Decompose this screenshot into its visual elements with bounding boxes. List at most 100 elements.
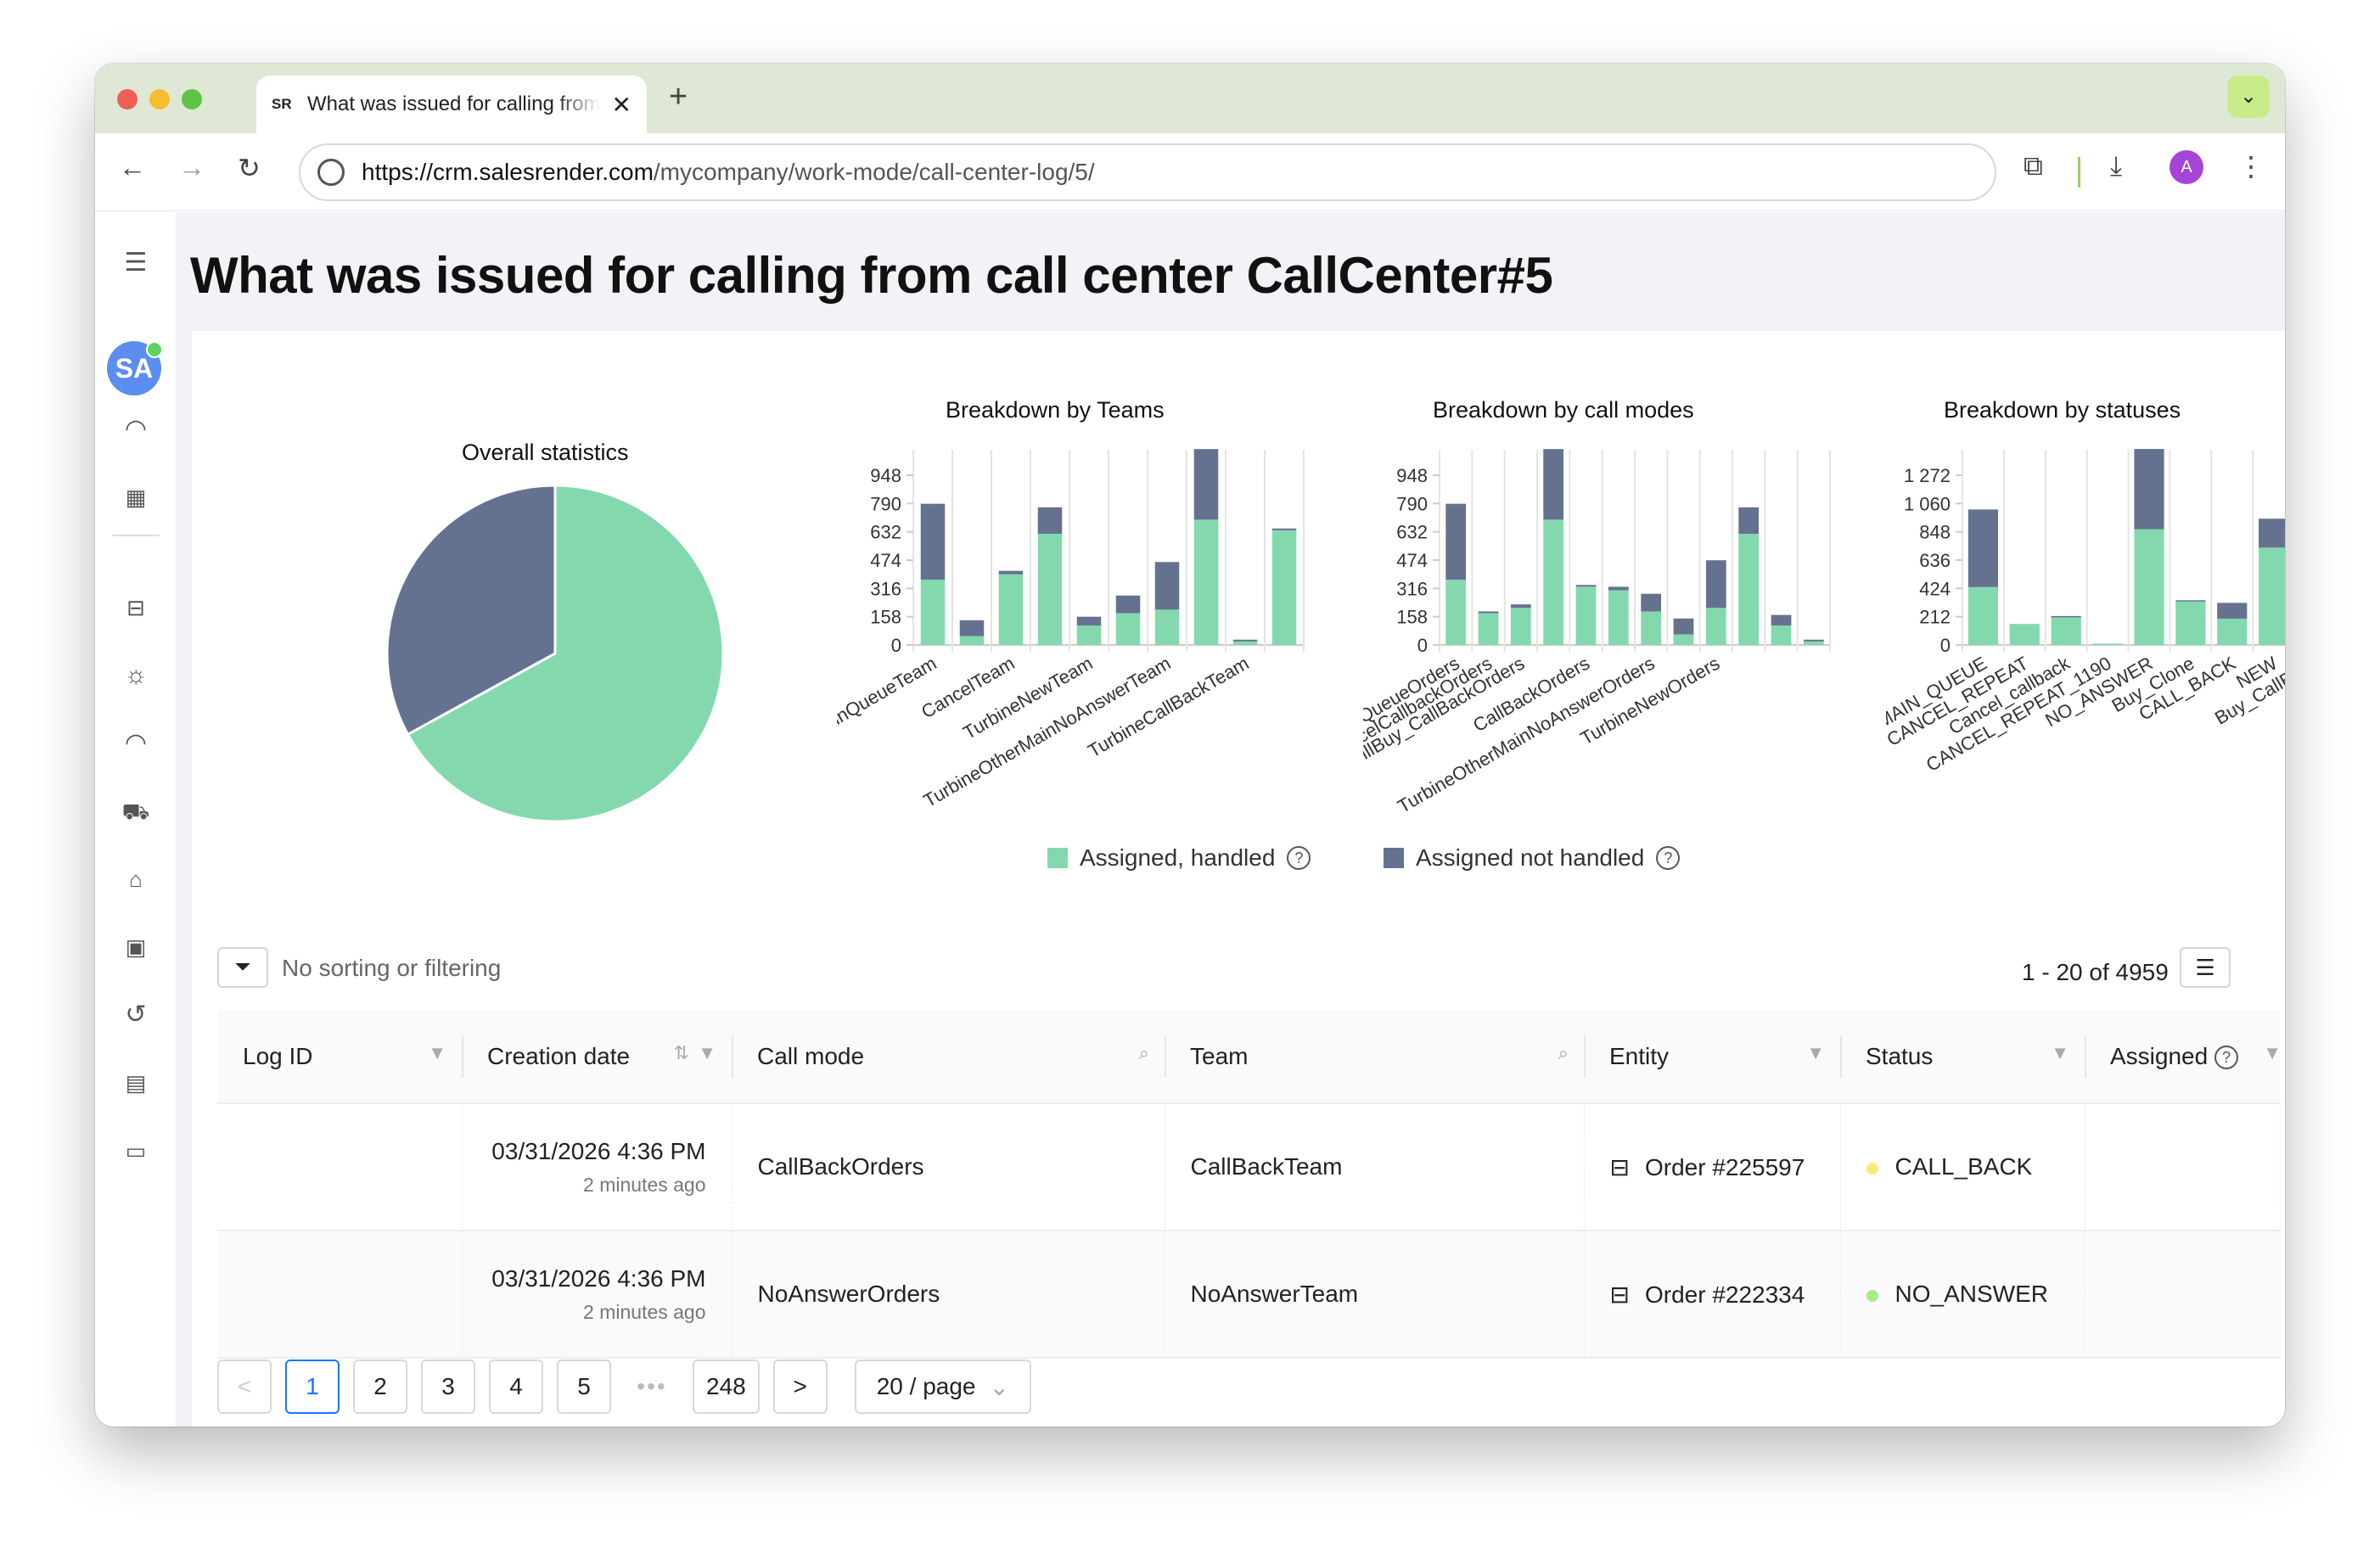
bar-segment bbox=[1193, 449, 1219, 520]
truck-icon[interactable]: ⛟ bbox=[121, 799, 150, 824]
user-avatar[interactable]: SA bbox=[107, 341, 163, 395]
bar-segment bbox=[1641, 593, 1662, 612]
cell-entity[interactable]: ⊟ Order #225597 bbox=[1584, 1103, 1841, 1231]
close-tab-icon[interactable]: ✕ bbox=[611, 91, 631, 118]
page-button-5[interactable]: 5 bbox=[557, 1360, 611, 1414]
bar-segment bbox=[2175, 600, 2206, 602]
bar-segment bbox=[1271, 528, 1297, 530]
column-header-assigned[interactable]: Assigned ? ▼ bbox=[2085, 1010, 2282, 1104]
extensions-icon[interactable]: ⧉ bbox=[2024, 150, 2043, 181]
site-info-icon[interactable] bbox=[317, 159, 345, 186]
help-icon[interactable]: ? bbox=[1656, 846, 1681, 870]
table-row[interactable]: 03/31/2026 4:36 PM 2 minutes ago CallBack… bbox=[217, 1103, 2281, 1231]
page-button-last[interactable]: 248 bbox=[693, 1360, 760, 1414]
building-icon[interactable]: ▦ bbox=[125, 485, 147, 510]
page-button-3[interactable]: 3 bbox=[421, 1360, 475, 1414]
y-tick-label: 1 272 bbox=[1904, 465, 1951, 486]
filter-icon[interactable]: ▼ bbox=[1806, 1042, 1825, 1063]
filter-icon[interactable]: ▼ bbox=[2263, 1042, 2282, 1063]
sort-icon[interactable]: ⇅ bbox=[673, 1042, 689, 1063]
bar-segment bbox=[1738, 507, 1760, 534]
chevron-down-icon[interactable]: ⌄ bbox=[2227, 76, 2270, 118]
page-button-2[interactable]: 2 bbox=[353, 1360, 407, 1414]
sun-icon[interactable]: ☼ bbox=[124, 661, 148, 689]
prev-page-button[interactable]: < bbox=[217, 1360, 272, 1414]
headset-icon[interactable]: ◠ bbox=[124, 415, 148, 443]
browser-tab[interactable]: SR What was issued for calling from call… bbox=[256, 76, 647, 133]
y-tick-label: 316 bbox=[1396, 578, 1428, 599]
record-count: 1 - 20 of 4959 bbox=[2022, 959, 2169, 985]
bar-segment bbox=[2134, 529, 2164, 645]
cell-assigned bbox=[2085, 1103, 2281, 1231]
browser-toolbar: ← → ↻ https://crm.salesrender.com/mycomp… bbox=[95, 133, 2285, 211]
bar-segment bbox=[920, 580, 946, 645]
chat-icon[interactable]: ▭ bbox=[125, 1138, 147, 1163]
contact-card-icon[interactable]: ▣ bbox=[125, 934, 147, 960]
column-header-call-mode[interactable]: Call mode ⌕ bbox=[732, 1010, 1165, 1104]
history-icon[interactable]: ↺ bbox=[125, 1001, 147, 1029]
help-icon[interactable]: ? bbox=[2214, 1046, 2238, 1070]
tab-title: What was issued for calling from call ce… bbox=[307, 93, 600, 115]
cell-entity[interactable]: ⊟ Order #222334 bbox=[1584, 1231, 1841, 1359]
y-tick-label: 0 bbox=[1417, 635, 1428, 656]
id-card-icon[interactable]: ▤ bbox=[125, 1070, 147, 1096]
next-page-button[interactable]: > bbox=[772, 1360, 828, 1414]
address-bar[interactable]: https://crm.salesrender.com/mycompany/wo… bbox=[299, 143, 1996, 201]
bar-segment bbox=[959, 620, 985, 636]
search-icon[interactable]: ⌕ bbox=[1138, 1042, 1149, 1063]
table-row[interactable]: 03/31/2026 4:36 PM 2 minutes ago NoAnswer… bbox=[217, 1231, 2281, 1359]
legend-swatch-not-handled bbox=[1384, 848, 1404, 868]
y-tick-label: 632 bbox=[870, 522, 901, 543]
y-tick-label: 632 bbox=[1396, 522, 1428, 543]
warehouse-icon[interactable]: ⌂ bbox=[129, 866, 143, 892]
reload-icon[interactable]: ↻ bbox=[238, 153, 261, 183]
search-icon[interactable]: ⌕ bbox=[1558, 1042, 1569, 1063]
legend-not-handled[interactable]: Assigned not handled ? bbox=[1384, 844, 1681, 872]
bar-segment bbox=[1037, 507, 1063, 534]
new-tab-icon[interactable]: + bbox=[669, 79, 688, 115]
menu-collapse-icon[interactable]: ☰ bbox=[124, 249, 148, 277]
close-window-button[interactable] bbox=[117, 89, 138, 109]
legend-handled[interactable]: Assigned, handled ? bbox=[1047, 844, 1311, 872]
main-content: What was issued for calling from call ce… bbox=[177, 212, 2285, 1427]
bar-segment bbox=[1232, 639, 1258, 642]
bar-segment bbox=[2175, 601, 2206, 645]
filter-icon[interactable]: ▼ bbox=[428, 1042, 446, 1063]
page-button-4[interactable]: 4 bbox=[489, 1360, 543, 1414]
bar-segment bbox=[2259, 547, 2285, 645]
column-header-status[interactable]: Status ▼ bbox=[1840, 1010, 2085, 1104]
y-tick-label: 0 bbox=[891, 635, 901, 656]
more-menu-icon[interactable]: ⋮ bbox=[2237, 151, 2265, 182]
column-header-team[interactable]: Team ⌕ bbox=[1165, 1010, 1584, 1104]
column-settings-button[interactable]: ☰ bbox=[2180, 947, 2231, 988]
pagination-ellipsis[interactable]: ••• bbox=[625, 1360, 679, 1414]
bar-segment bbox=[1115, 613, 1141, 645]
y-tick-label: 0 bbox=[1940, 635, 1951, 656]
column-header-creation-date[interactable]: Creation date ⇅ ▼ bbox=[462, 1010, 732, 1104]
column-header-log-id[interactable]: Log ID ▼ bbox=[217, 1010, 462, 1104]
minimize-window-button[interactable] bbox=[149, 89, 170, 109]
bar-segment bbox=[1608, 586, 1629, 591]
zoom-window-button[interactable] bbox=[182, 89, 202, 109]
column-header-entity[interactable]: Entity ▼ bbox=[1584, 1010, 1840, 1104]
cell-assigned bbox=[2085, 1231, 2281, 1359]
download-icon[interactable]: ⤓ bbox=[2110, 150, 2123, 181]
help-icon[interactable]: ? bbox=[1287, 846, 1311, 870]
page-button-1[interactable]: 1 bbox=[285, 1360, 340, 1414]
bar-segment bbox=[1771, 625, 1792, 645]
forward-icon[interactable]: → bbox=[178, 152, 205, 182]
page-size-select[interactable]: 20 / page ⌄ bbox=[854, 1360, 1031, 1414]
bar-segment bbox=[2009, 624, 2040, 645]
profile-avatar[interactable]: A bbox=[2170, 150, 2203, 184]
back-icon[interactable]: ← bbox=[119, 152, 146, 182]
bar-segment bbox=[1154, 609, 1180, 645]
bar-segment bbox=[1445, 580, 1467, 645]
x-tick-label: MainQueueTeam bbox=[837, 653, 940, 742]
filter-icon[interactable]: ▼ bbox=[698, 1042, 716, 1063]
cell-call-mode: NoAnswerOrders bbox=[732, 1231, 1165, 1359]
store-icon[interactable]: ⊟ bbox=[126, 595, 145, 620]
filter-button[interactable]: ⏷ bbox=[217, 947, 268, 988]
headphones-icon[interactable]: ◠ bbox=[124, 729, 148, 757]
filter-icon[interactable]: ▼ bbox=[2051, 1042, 2069, 1063]
bar-segment bbox=[2051, 617, 2081, 645]
